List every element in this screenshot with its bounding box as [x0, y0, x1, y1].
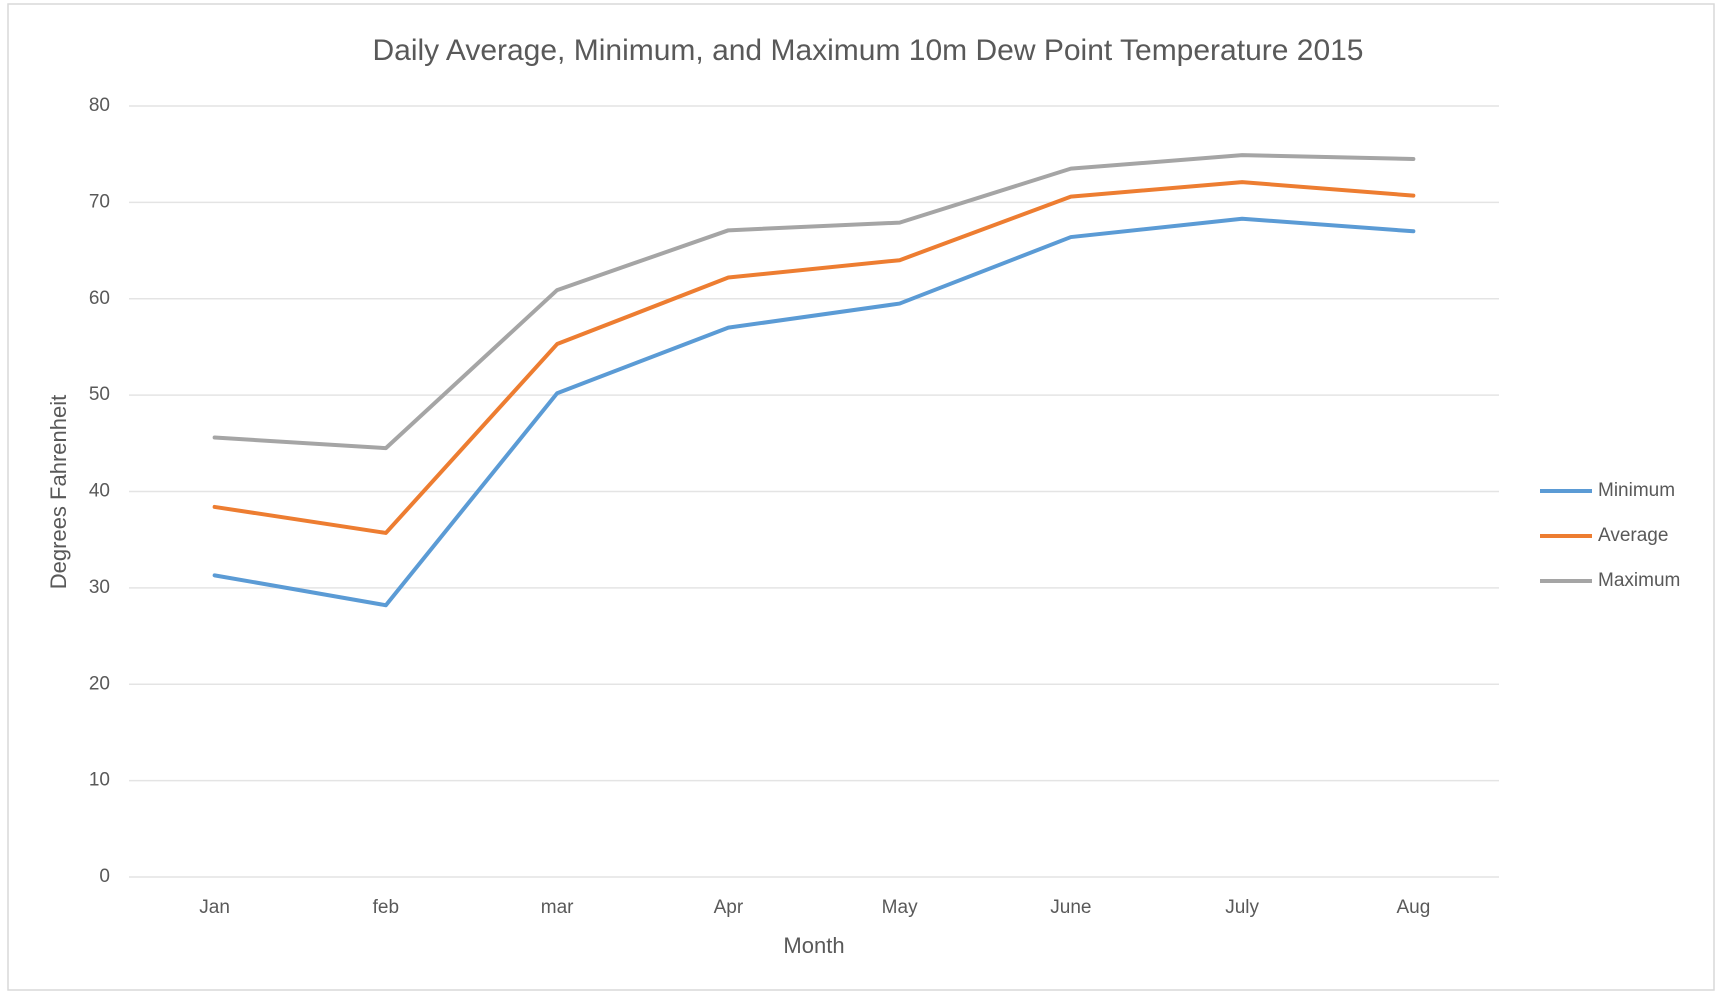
legend-label: Average — [1598, 525, 1668, 546]
line-series — [212, 216, 1416, 608]
x-tick-label: Apr — [714, 897, 744, 918]
line-series — [212, 153, 1416, 451]
x-tick-label: June — [1050, 897, 1091, 918]
x-tick-label: mar — [541, 897, 574, 918]
y-tick-label: 0 — [99, 866, 110, 887]
y-tick-label: 40 — [89, 481, 110, 502]
y-tick-label: 30 — [89, 577, 110, 598]
x-tick-label: feb — [373, 897, 399, 918]
legend-label: Minimum — [1598, 480, 1675, 501]
line-series — [212, 180, 1416, 535]
y-tick-label: 80 — [89, 95, 110, 116]
x-axis-label: Month — [783, 933, 844, 958]
y-tick-label: 20 — [89, 673, 110, 694]
chart-title: Daily Average, Minimum, and Maximum 10m … — [373, 34, 1364, 67]
y-tick-label: 10 — [89, 770, 110, 791]
x-tick-label: May — [882, 897, 918, 918]
x-tick-label: Jan — [199, 897, 230, 918]
x-tick-label: July — [1225, 897, 1259, 918]
legend-label: Maximum — [1598, 570, 1680, 591]
y-tick-label: 70 — [89, 191, 110, 212]
y-axis-label: Degrees Fahrenheit — [46, 395, 71, 589]
y-tick-label: 60 — [89, 288, 110, 309]
chart-border — [7, 3, 1715, 991]
y-tick-label: 50 — [89, 384, 110, 405]
x-tick-label: Aug — [1396, 897, 1430, 918]
